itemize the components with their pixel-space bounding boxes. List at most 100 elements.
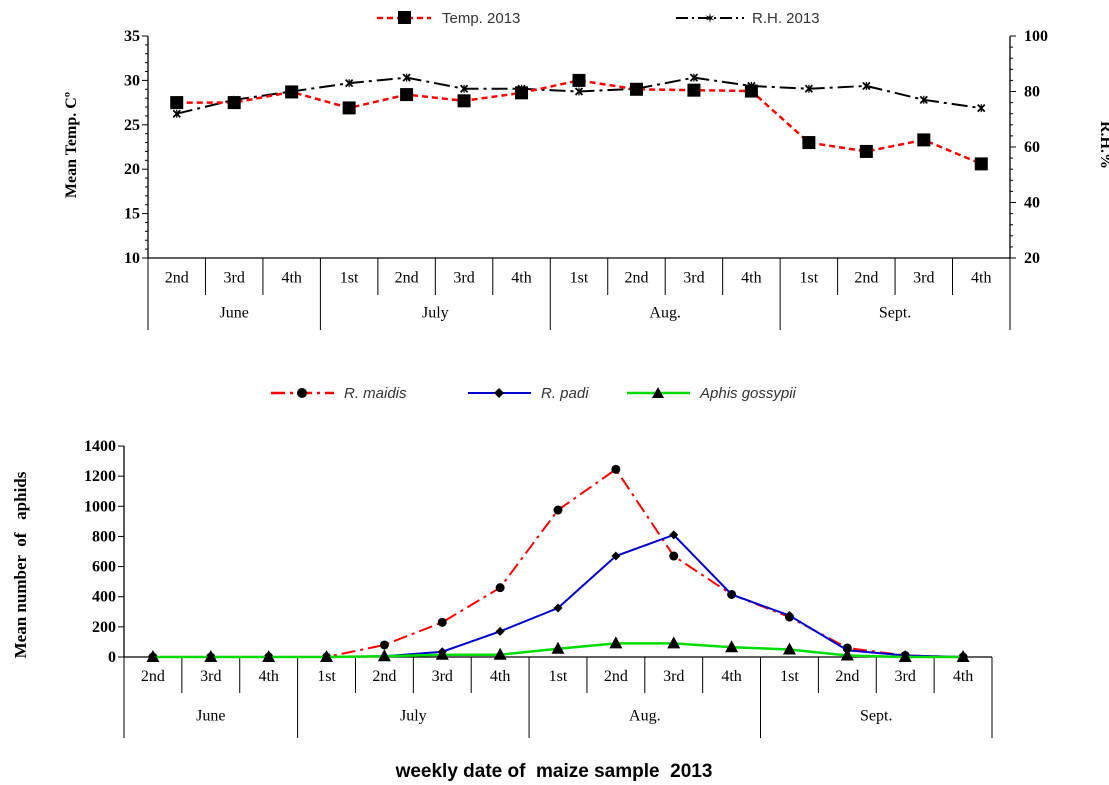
- bottom-chart-series: [146, 464, 970, 662]
- y-tick-label: 0: [108, 649, 116, 666]
- data-point-temp-2013: [917, 133, 931, 147]
- x-tick-label: 2nd: [624, 270, 648, 287]
- top-chart-axes: 10 15 20 25 30 35 20 40 60 80 100 2nd 3rd 4th 1st 2nd 3r…: [124, 28, 1048, 330]
- data-point-aphis-gossypii: [493, 647, 507, 660]
- x-tick-label: 4th: [741, 270, 761, 287]
- data-point-r-maidis: [611, 464, 621, 474]
- y2-tick-label: 40: [1024, 195, 1040, 212]
- x-tick-label: 2nd: [165, 270, 189, 287]
- data-point-temp-2013: [515, 86, 529, 100]
- y-tick-label: 30: [124, 72, 140, 89]
- y2-tick-label: 80: [1024, 84, 1040, 101]
- data-point-aphis-gossypii: [204, 650, 218, 662]
- x-group-label: Sept.: [860, 708, 892, 725]
- y-tick-label: 10: [124, 250, 140, 267]
- data-point-aphis-gossypii: [377, 649, 391, 662]
- x-tick-label: 4th: [721, 668, 741, 685]
- data-point-r-maidis: [669, 551, 679, 561]
- top-legend: Temp. 2013 ✶ R.H. 2013: [377, 10, 820, 27]
- data-point-temp-2013: [227, 96, 241, 110]
- data-point-temp-2013: [572, 73, 586, 87]
- top-chart-series: [170, 73, 988, 171]
- top-y2label: R.H.%: [1097, 121, 1109, 169]
- x-tick-label: 1st: [570, 270, 589, 287]
- data-point-r-padi: [611, 551, 621, 561]
- data-point-temp-2013: [457, 94, 471, 108]
- data-point-aphis-gossypii: [898, 650, 912, 662]
- y-tick-label: 400: [92, 589, 116, 606]
- bottom-ylabel: Mean number of aphids: [11, 471, 30, 658]
- data-point-temp-2013: [744, 84, 758, 98]
- y-tick-label: 1400: [84, 438, 116, 455]
- data-point-temp-2013: [342, 101, 356, 115]
- x-tick-label: 2nd: [604, 668, 628, 685]
- x-group-label: June: [220, 305, 249, 322]
- legend-aphis-label: Aphis gossypii: [699, 385, 797, 402]
- x-tick-label: 4th: [953, 668, 973, 685]
- data-point-r-padi: [727, 589, 737, 599]
- x-tick-label: 1st: [549, 668, 568, 685]
- x-tick-label: 4th: [971, 270, 991, 287]
- data-point-aphis-gossypii: [262, 650, 276, 662]
- series-line-temp-2013: [176, 79, 982, 166]
- x-tick-label: 3rd: [453, 270, 474, 287]
- bottom-xlabel: weekly date of maize sample 2013: [395, 761, 713, 782]
- x-group-label: Aug.: [649, 305, 681, 322]
- y2-tick-label: 60: [1024, 139, 1040, 156]
- legend-rh-marker: ✶: [704, 10, 716, 26]
- x-tick-label: 3rd: [200, 668, 221, 685]
- x-tick-label: 2nd: [835, 668, 859, 685]
- x-tick-label: 3rd: [224, 270, 245, 287]
- bottom-chart-axes: 0 200 400 600 800 1000 1200 1400 2nd 3rd 4th 1st 2nd…: [84, 438, 993, 738]
- data-point-r-padi: [495, 626, 505, 636]
- data-point-aphis-gossypii: [551, 641, 565, 654]
- x-tick-label: 2nd: [395, 270, 419, 287]
- bottom-legend: R. maidis R. padi Aphis gossypii: [271, 385, 797, 402]
- y-tick-label: 1000: [84, 498, 116, 515]
- x-group-label: July: [422, 305, 449, 322]
- y-tick-label: 200: [92, 619, 116, 636]
- data-point-temp-2013: [629, 82, 643, 96]
- legend-temp-marker: [398, 11, 411, 24]
- y-tick-label: 15: [124, 206, 140, 223]
- legend-rmaidis-label: R. maidis: [344, 385, 407, 402]
- x-tick-label: 1st: [800, 270, 819, 287]
- data-point-temp-2013: [974, 157, 988, 171]
- data-point-r-padi: [669, 530, 679, 540]
- data-point-temp-2013: [802, 136, 816, 150]
- data-point-temp-2013: [400, 88, 414, 102]
- data-point-aphis-gossypii: [146, 650, 160, 662]
- y-tick-label: 20: [124, 161, 140, 178]
- data-point-aphis-gossypii: [320, 650, 334, 662]
- data-point-r-maidis: [379, 640, 389, 650]
- x-tick-label: 3rd: [683, 270, 704, 287]
- data-point-r-padi: [553, 603, 563, 613]
- data-point-aphis-gossypii: [725, 640, 739, 653]
- data-point-temp-2013: [859, 144, 873, 158]
- data-point-r-maidis: [495, 583, 505, 593]
- legend-temp-label: Temp. 2013: [442, 10, 520, 27]
- y-tick-label: 25: [124, 117, 140, 134]
- x-tick-label: 4th: [511, 270, 531, 287]
- data-point-r-maidis: [553, 505, 563, 515]
- data-point-r-padi: [784, 611, 794, 621]
- series-line-r-padi: [152, 533, 964, 658]
- x-tick-label: 4th: [490, 668, 510, 685]
- x-tick-label: 3rd: [663, 668, 684, 685]
- y-tick-label: 600: [92, 559, 116, 576]
- series-line-r-maidis: [152, 467, 964, 658]
- legend-rpadi-marker: [494, 388, 504, 398]
- x-tick-label: 1st: [340, 270, 359, 287]
- y2-tick-label: 20: [1024, 250, 1040, 267]
- data-point-aphis-gossypii: [609, 636, 623, 649]
- legend-rpadi-label: R. padi: [541, 385, 589, 402]
- x-tick-label: 3rd: [913, 270, 934, 287]
- x-group-label: June: [196, 708, 225, 725]
- x-group-label: Aug.: [629, 708, 661, 725]
- x-tick-label: 2nd: [372, 668, 396, 685]
- legend-rmaidis-marker: [297, 388, 307, 398]
- legend-rh-label: R.H. 2013: [752, 10, 820, 27]
- top-ylabel: Mean Temp. Cº: [63, 92, 80, 198]
- x-tick-label: 1st: [317, 668, 336, 685]
- y-tick-label: 1200: [84, 468, 116, 485]
